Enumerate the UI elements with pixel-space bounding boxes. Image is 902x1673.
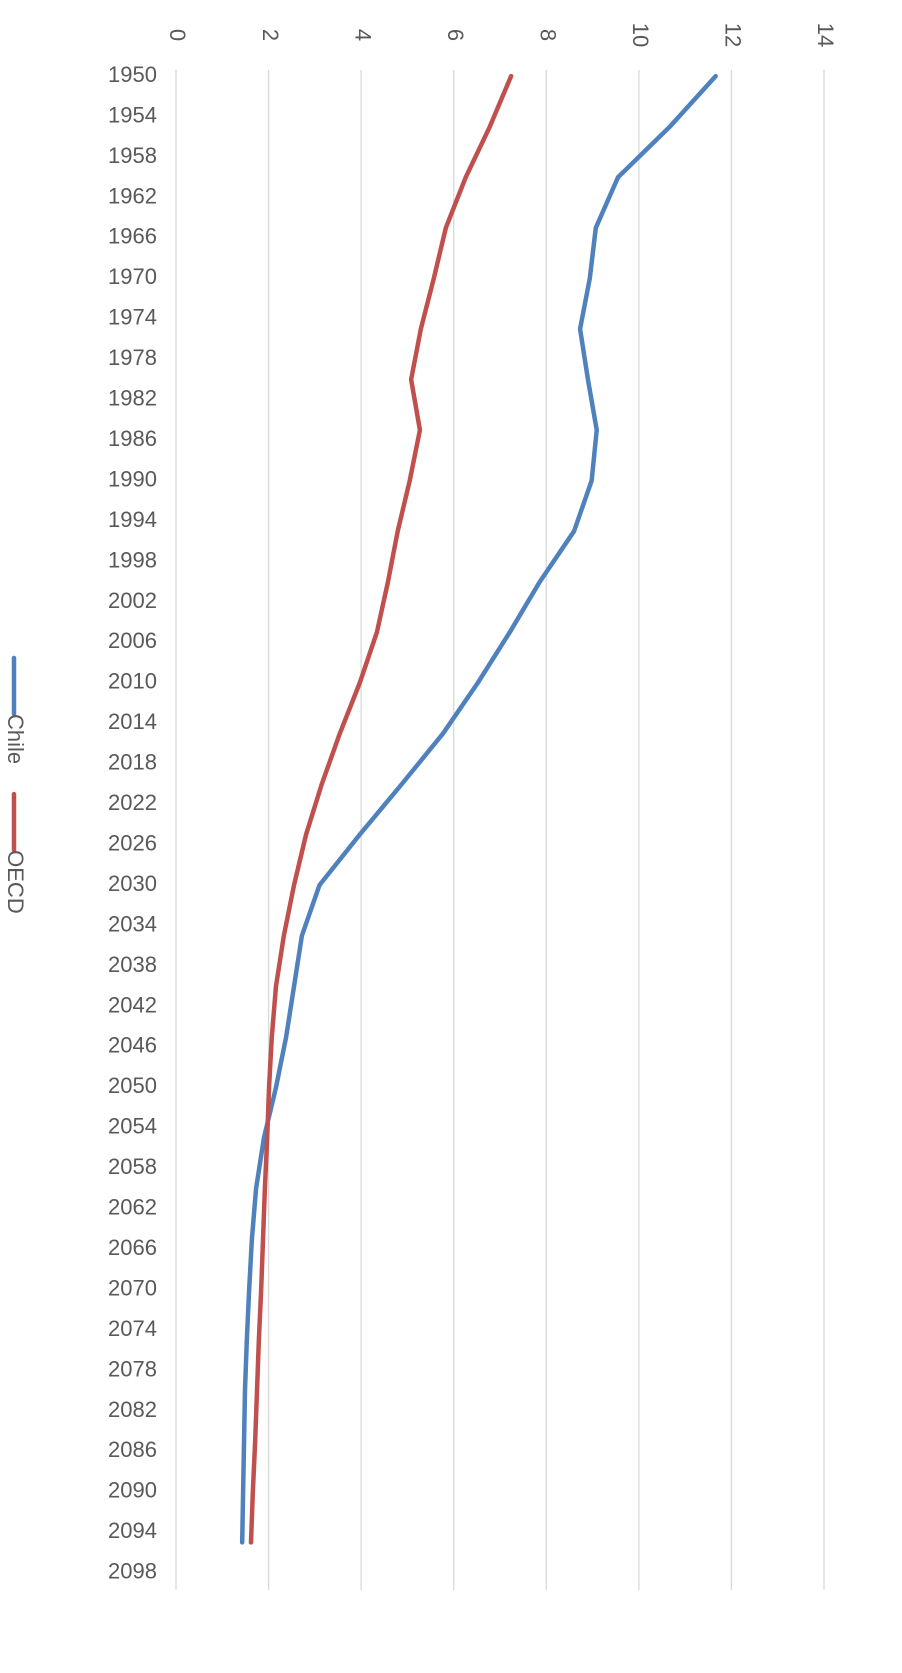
year-tick-label: 2090 (108, 1478, 157, 1503)
series-line (248, 73, 514, 1545)
value-tick-label: 14 (813, 23, 838, 47)
year-tick-label: 2086 (108, 1437, 157, 1462)
year-tick-label: 2058 (108, 1154, 157, 1179)
year-tick-label: 1958 (108, 143, 157, 168)
year-tick-label: 1994 (108, 507, 157, 532)
year-tick-label: 1962 (108, 183, 157, 208)
year-tick-label: 2062 (108, 1195, 157, 1220)
year-tick-label: 2030 (108, 871, 157, 896)
year-tick-label: 1950 (108, 62, 157, 87)
legend-label: OECD (3, 850, 28, 914)
year-tick-label: 2098 (108, 1559, 157, 1584)
year-tick-label: 2070 (108, 1275, 157, 1300)
year-tick-label: 2082 (108, 1397, 157, 1422)
year-tick-label: 1974 (108, 305, 157, 330)
year-tick-label: 2018 (108, 750, 157, 775)
year-tick-label: 1970 (108, 264, 157, 289)
year-tick-label: 2014 (108, 709, 157, 734)
legend-label: Chile (3, 714, 28, 764)
year-tick-label: 2042 (108, 992, 157, 1017)
value-tick-label: 6 (443, 29, 468, 41)
year-tick-label: 2050 (108, 1073, 157, 1098)
value-tick-label: 2 (258, 29, 283, 41)
value-tick-label: 0 (165, 29, 190, 41)
year-tick-label: 1954 (108, 102, 157, 127)
year-tick-label: 2038 (108, 952, 157, 977)
year-tick-label: 1990 (108, 466, 157, 491)
year-tick-label: 2054 (108, 1114, 157, 1139)
year-tick-label: 1978 (108, 345, 157, 370)
year-tick-label: 2094 (108, 1518, 157, 1543)
year-tick-label: 2066 (108, 1235, 157, 1260)
year-tick-label: 2022 (108, 790, 157, 815)
year-tick-label: 2006 (108, 628, 157, 653)
year-tick-label: 2002 (108, 588, 157, 613)
year-tick-label: 2026 (108, 830, 157, 855)
value-tick-label: 8 (535, 29, 560, 41)
value-tick-label: 12 (721, 23, 746, 47)
value-tick-label: 10 (628, 23, 653, 47)
year-tick-label: 2010 (108, 669, 157, 694)
year-tick-label: 2078 (108, 1356, 157, 1381)
value-tick-label: 4 (350, 29, 375, 41)
series-line (239, 73, 718, 1545)
year-tick-label: 1982 (108, 386, 157, 411)
year-tick-label: 2074 (108, 1316, 157, 1341)
year-tick-label: 2046 (108, 1033, 157, 1058)
year-tick-label: 1966 (108, 224, 157, 249)
year-tick-label: 1986 (108, 426, 157, 451)
year-tick-label: 1998 (108, 547, 157, 572)
year-tick-label: 2034 (108, 911, 157, 936)
